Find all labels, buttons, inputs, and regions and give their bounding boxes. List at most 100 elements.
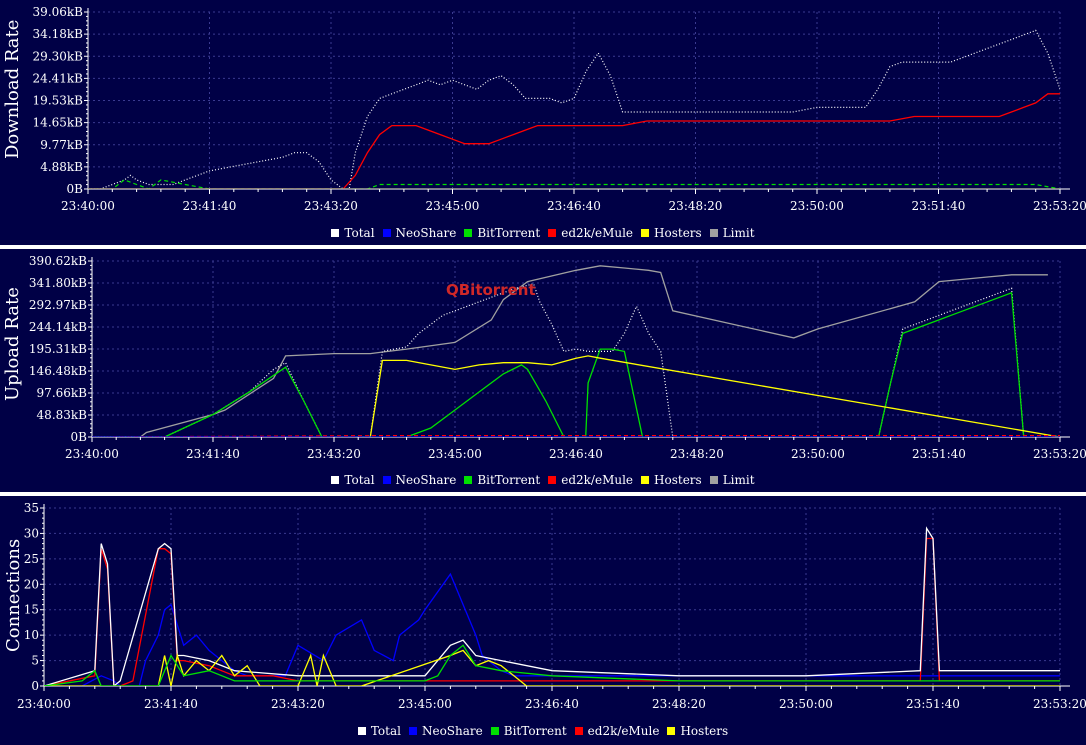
legend-item-total: Total (331, 226, 375, 240)
download-rate-y-tick-label: 19.53kB (33, 94, 84, 108)
legend-label: Limit (722, 473, 755, 487)
download-rate-ylabel: Download Rate (2, 19, 23, 159)
legend-item-bittorrent: BitTorrent (490, 724, 567, 738)
connections-x-tick-label: 23:45:00 (398, 697, 452, 711)
upload-rate-y-tick-label: 390.62kB (29, 254, 87, 268)
connections-chart: 0 5 10 15 20 25 30 35 23:40:00 23:41:40 23:43:20 23… (17, 501, 1086, 711)
connections-series-bittorrent (44, 644, 1060, 686)
connections-x-tick-label: 23:41:40 (144, 697, 198, 711)
legend-swatch (709, 476, 718, 484)
upload-rate-y-tick-label: 341.80kB (29, 276, 87, 290)
legend-label: Hosters (654, 473, 702, 487)
legend-item-neoshare: NeoShare (382, 226, 456, 240)
connections-ylabel: Connections (3, 538, 24, 652)
legend-item-hosters: Hosters (641, 226, 702, 240)
legend-item-hosters: Hosters (641, 473, 702, 487)
qbitorrent-annotation: QBitorrent (446, 281, 536, 299)
connections-y-tick-label: 30 (24, 526, 39, 540)
connections-x-tick-label: 23:50:00 (779, 697, 833, 711)
connections-legend: Total NeoShare BitTorrent ed2k/eMule Hosters (0, 724, 1086, 738)
connections-y-tick-label: 35 (24, 501, 39, 515)
upload-rate-x-tick-label: 23:40:00 (65, 447, 119, 461)
upload-rate-x-tick-label: 23:50:00 (791, 447, 845, 461)
upload-rate-y-tick-label: 146.48kB (29, 364, 87, 378)
legend-swatch (382, 229, 391, 237)
legend-item-total: Total (331, 473, 375, 487)
download-rate-x-tick-label: 23:41:40 (183, 199, 237, 213)
connections-x-tick-label: 23:48:20 (652, 697, 706, 711)
download-rate-x-tick-label: 23:45:00 (426, 199, 480, 213)
legend-swatch (331, 229, 340, 237)
upload-rate-panel: 0B 48.83kB 97.66kB 146.48kB 195.31kB 244.14kB… (0, 249, 1086, 492)
upload-rate-y-tick-label: 195.31kB (29, 342, 87, 356)
connections-panel: 0 5 10 15 20 25 30 35 23:40:00 23:41:40 23:43:20 23… (0, 496, 1086, 745)
connections-series-total (44, 526, 1060, 686)
legend-item-neoshare: NeoShare (382, 473, 457, 487)
download-rate-x-tick-label: 23:53:20 (1033, 199, 1086, 213)
legend-swatch (574, 727, 583, 735)
legend-label: Total (344, 473, 375, 487)
upload-rate-legend: Total NeoShare BitTorrent ed2k/eMule Hosters… (0, 473, 1086, 487)
upload-rate-x-tick-label: 23:53:20 (1033, 447, 1086, 461)
download-rate-series-ed2k-emule (88, 93, 1060, 189)
connections-y-tick-label: 15 (24, 603, 39, 617)
download-rate-series-bittorrent (88, 179, 1060, 189)
upload-rate-x-tick-label: 23:46:40 (549, 447, 603, 461)
upload-rate-x-tick-label: 23:48:20 (670, 447, 724, 461)
legend-label: Total (344, 226, 375, 240)
download-rate-y-tick-label: 34.18kB (33, 27, 84, 41)
connections-y-tick-label: 20 (24, 577, 39, 591)
upload-rate-y-tick-label: 0B (71, 430, 88, 444)
legend-label: NeoShare (421, 724, 483, 738)
legend-item-bittorrent: BitTorrent (464, 473, 540, 487)
legend-label: Hosters (654, 226, 702, 240)
legend-swatch (667, 727, 676, 735)
legend-swatch (464, 229, 473, 237)
legend-item-limit: Limit (709, 473, 755, 487)
upload-rate-y-tick-label: 97.66kB (37, 386, 88, 400)
download-rate-x-tick-label: 23:43:20 (304, 199, 358, 213)
upload-rate-series-bittorrent (92, 291, 1025, 437)
legend-label: BitTorrent (503, 724, 567, 738)
legend-swatch (490, 727, 499, 735)
connections-y-tick-label: 25 (24, 552, 39, 566)
legend-swatch (357, 727, 366, 735)
upload-rate-series-limit (92, 265, 1048, 437)
legend-label: Limit (722, 226, 755, 240)
legend-item-total: Total (357, 724, 401, 738)
download-rate-chart: 0B 4.88kB 9.77kB 14.65kB 19.53kB 24.41kB 29.30… (33, 5, 1086, 213)
upload-rate-x-tick-label: 23:41:40 (186, 447, 240, 461)
download-rate-x-tick-label: 23:40:00 (61, 199, 115, 213)
connections-x-tick-label: 23:53:20 (1033, 697, 1086, 711)
upload-rate-x-tick-label: 23:45:00 (428, 447, 482, 461)
upload-rate-x-tick-label: 23:43:20 (307, 447, 361, 461)
download-rate-series-total (88, 29, 1060, 189)
download-rate-y-tick-label: 4.88kB (40, 160, 83, 174)
legend-item-neoshare: NeoShare (408, 724, 483, 738)
connections-y-tick-label: 0 (31, 679, 39, 693)
connections-x-tick-label: 23:43:20 (271, 697, 325, 711)
legend-swatch (408, 727, 417, 735)
legend-label: ed2k/eMule (587, 724, 660, 738)
legend-label: NeoShare (395, 473, 457, 487)
connections-x-tick-label: 23:46:40 (525, 697, 579, 711)
upload-rate-series-ed2k-emule (92, 435, 1060, 437)
upload-rate-ylabel: Upload Rate (2, 287, 23, 401)
download-rate-x-tick-label: 23:51:40 (912, 199, 966, 213)
download-rate-x-tick-label: 23:50:00 (790, 199, 844, 213)
legend-label: ed2k/eMule (561, 473, 634, 487)
download-rate-y-tick-label: 29.30kB (33, 49, 84, 63)
legend-item-hosters: Hosters (667, 724, 728, 738)
connections-y-tick-label: 10 (24, 628, 39, 642)
download-rate-y-tick-label: 9.77kB (40, 138, 83, 152)
legend-swatch (641, 476, 650, 484)
legend-item-bittorrent: BitTorrent (464, 226, 540, 240)
upload-rate-y-tick-label: 48.83kB (37, 408, 88, 422)
legend-item-ed2k-emule: ed2k/eMule (548, 226, 633, 240)
download-rate-x-tick-label: 23:46:40 (547, 199, 601, 213)
upload-rate-chart: 0B 48.83kB 97.66kB 146.48kB 195.31kB 244.14kB… (29, 254, 1086, 461)
legend-swatch (464, 476, 473, 484)
legend-item-limit: Limit (709, 226, 755, 240)
connections-series-hosters (44, 649, 1060, 686)
download-rate-legend: Total NeoShare BitTorrent ed2k/eMule Hosters… (0, 226, 1086, 240)
